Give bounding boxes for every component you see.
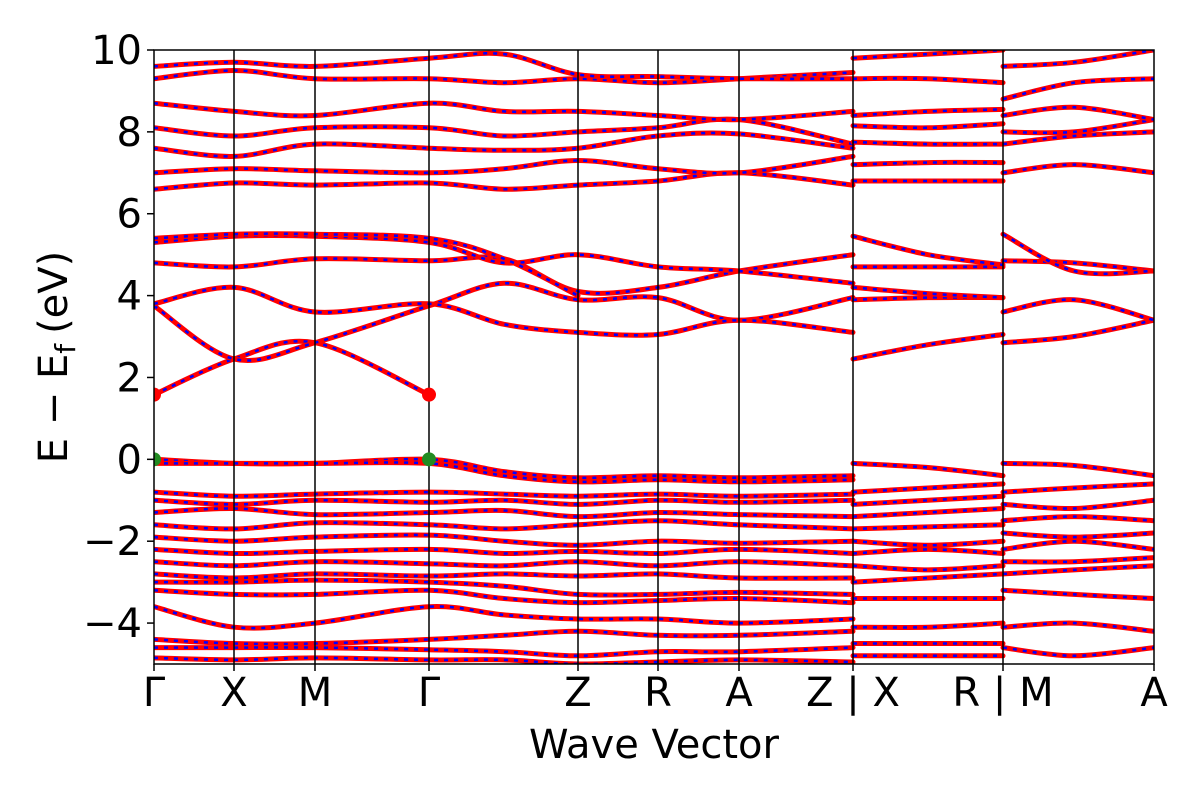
band-57-dash <box>1002 233 1154 275</box>
band-7-dash <box>154 155 854 175</box>
band-10-dash <box>154 101 854 121</box>
band-19-dash <box>154 533 854 547</box>
x-tick-label-3: Γ <box>418 670 441 716</box>
band-67-dash <box>1002 515 1154 522</box>
x-tick-label-1: X <box>220 670 247 716</box>
band-36-dash <box>852 140 1004 146</box>
y-axis-label-subscript: f <box>49 343 82 354</box>
band-55-dash <box>1002 298 1154 322</box>
x-tick-label-8: R | M <box>952 670 1053 716</box>
band-70-dash <box>1002 556 1154 564</box>
band-4-dash <box>154 234 854 285</box>
band-15-dash <box>154 490 854 498</box>
band-38-dash <box>852 108 1004 117</box>
band-48-dash <box>852 564 1004 572</box>
band-49-dash <box>852 572 1004 584</box>
band-58-dash <box>1002 163 1154 175</box>
band-61-dash <box>1002 106 1154 121</box>
x-tick-label-7: Z | X <box>806 670 900 716</box>
x-tick-label-2: M <box>298 670 333 716</box>
y-axis-label-main: E − E <box>31 354 77 464</box>
x-tick-label-4: Z <box>564 670 591 716</box>
y-tick-label-2: 0 <box>117 437 142 483</box>
band-66-dash <box>1002 499 1154 510</box>
band-69-dash <box>1002 539 1154 551</box>
band-62-dash <box>1002 77 1154 101</box>
band-35-dash <box>852 161 1004 166</box>
band-37-dash <box>852 122 1004 130</box>
extremum-marker-0 <box>154 387 161 402</box>
extrema-markers <box>154 387 436 467</box>
band-60-dash <box>1002 118 1154 135</box>
band-63-dash <box>1002 50 1154 68</box>
band-0-dash <box>154 340 430 396</box>
band-17-dash <box>154 507 854 518</box>
band-42-dash <box>852 482 1004 494</box>
band-23-dash <box>154 578 854 597</box>
band-45-dash <box>852 523 1004 531</box>
band-29-line <box>850 332 1006 362</box>
band-5-dash <box>154 232 579 297</box>
extremum-marker-3 <box>422 452 436 467</box>
x-axis-label: Wave Vector <box>529 722 780 768</box>
band-1-dash <box>154 282 854 362</box>
x-tick-label-5: R <box>644 670 672 716</box>
y-axis-label: E − Ef (eV) <box>31 251 82 464</box>
band-8-dash <box>154 131 854 158</box>
x-axis-ticks: Γ X M Γ Z R A Z | X R | M A <box>143 664 1168 716</box>
y-tick-label-6: 8 <box>117 110 142 156</box>
band-18-dash <box>154 519 854 531</box>
band-13-dash <box>154 457 854 480</box>
band-26-dash <box>154 630 854 646</box>
y-tick-label-5: 6 <box>117 192 142 238</box>
band-47-dash <box>852 548 1004 555</box>
band-46-dash <box>852 539 1004 547</box>
band-21-dash <box>154 560 854 568</box>
plot-frame <box>153 49 1155 665</box>
band-43-dash <box>852 494 1004 506</box>
band-33-line <box>850 233 1006 268</box>
band-59-dash <box>1002 130 1154 146</box>
x-tick-label-9: A <box>1140 670 1168 716</box>
x-tick-label-0: Γ <box>143 670 166 716</box>
x-tick-label-6: A <box>725 670 753 716</box>
band-64-dash <box>1002 462 1154 477</box>
band-24-dash <box>154 588 854 604</box>
y-tick-label-7: 10 <box>91 28 142 74</box>
band-12-dash <box>154 52 854 81</box>
band-65-dash <box>1002 482 1154 494</box>
y-tick-label-4: 4 <box>117 274 142 320</box>
y-tick-label-0: −4 <box>83 601 142 647</box>
band-39-dash <box>852 77 1004 84</box>
band-25-dash <box>154 605 854 630</box>
y-axis-ticks: −4 −2 0 2 4 6 8 10 <box>83 28 154 647</box>
kpoint-lines <box>233 50 1004 664</box>
band-2-line <box>154 284 856 338</box>
extremum-marker-2 <box>154 452 161 467</box>
band-31-dash <box>852 286 1004 299</box>
y-tick-label-3: 2 <box>117 355 142 401</box>
y-tick-label-1: −2 <box>83 519 142 565</box>
y-axis-label-unit: (eV) <box>31 251 77 334</box>
band-44-dash <box>852 507 1004 518</box>
band-74-dash <box>1002 646 1154 658</box>
band-27-dash <box>154 646 854 658</box>
band-22-dash <box>154 572 854 580</box>
band-14-dash <box>154 461 854 484</box>
extremum-marker-1 <box>422 387 436 402</box>
bands-layer <box>154 50 1154 664</box>
band-41-dash <box>852 462 1004 477</box>
band-51-dash <box>852 621 1004 629</box>
band-20-dash <box>154 548 854 555</box>
band-28-dash <box>154 656 854 664</box>
band-56-dash <box>1002 259 1154 273</box>
band-73-dash <box>1002 621 1154 633</box>
band-16-dash <box>154 499 854 506</box>
band-72-dash <box>1002 589 1154 600</box>
band-68-dash <box>1002 531 1154 539</box>
band-54-dash <box>1002 318 1154 344</box>
band-40-dash <box>852 50 1004 60</box>
band-71-dash <box>1002 564 1154 576</box>
